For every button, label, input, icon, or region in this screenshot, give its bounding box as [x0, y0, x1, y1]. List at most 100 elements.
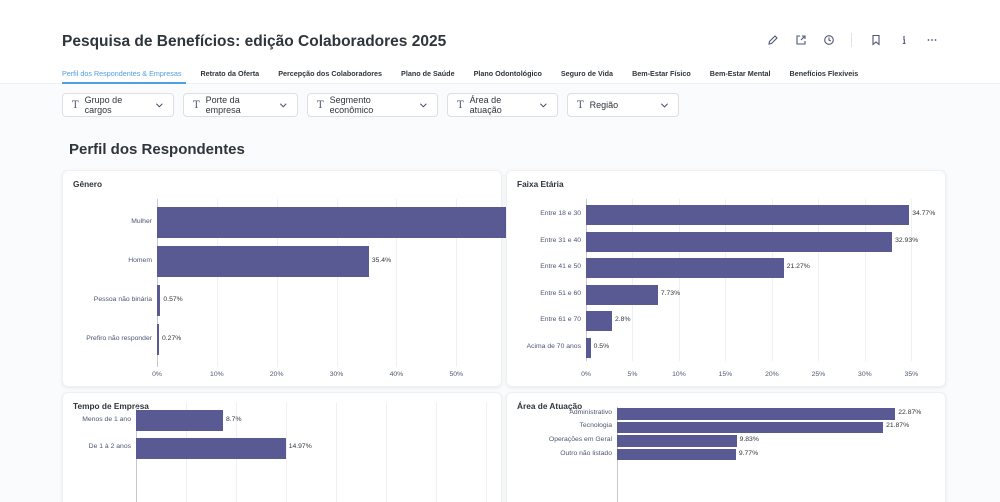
data-label: 9.83% [739, 435, 759, 443]
chart-title: Faixa Etária [517, 179, 564, 189]
bookmark-icon[interactable] [864, 31, 888, 49]
data-label: 8.7% [226, 415, 242, 423]
category-label: Pessoa não binária [93, 295, 152, 303]
category-label: Entre 31 e 40 [540, 236, 581, 244]
bar[interactable] [586, 338, 591, 358]
grid-line [386, 403, 387, 502]
grid-line [911, 199, 913, 361]
filter-bar: T Grupo de cargos T Porte da empresa T S… [62, 93, 679, 117]
chevron-down-icon [540, 102, 548, 108]
chart-card-area-atuacao: Área de Atuação Administrativo 22.87% Tecn… [506, 392, 946, 502]
text-filter-icon: T [317, 99, 324, 111]
filter-regiao[interactable]: T Região [567, 93, 679, 117]
tab-retrato-oferta[interactable]: Retrato da Oferta [200, 69, 260, 78]
filter-porte-empresa[interactable]: T Porte da empresa [183, 93, 298, 117]
bar[interactable] [136, 437, 286, 459]
grid-line [771, 199, 773, 361]
bar[interactable] [586, 311, 613, 332]
category-label: Tecnologia [579, 422, 613, 430]
actions-divider [851, 33, 852, 47]
category-label: Menos de 1 ano [82, 415, 131, 423]
tab-bem-estar-fisico[interactable]: Bem-Estar Físico [632, 69, 691, 78]
tab-plano-odontologico[interactable]: Plano Odontológico [473, 69, 542, 78]
info-icon[interactable] [892, 31, 916, 49]
more-icon[interactable] [920, 31, 944, 49]
chart-card-tempo-empresa: Tempo de Empresa Menos de 1 ano 8.7% De 1 … [62, 392, 502, 502]
filter-label: Porte da empresa [205, 95, 241, 115]
data-label: 9.77% [738, 449, 759, 457]
filter-segmento-economico[interactable]: T Segmento econômico [307, 93, 438, 117]
tab-percepcao-colaboradores[interactable]: Percepção dos Colaboradores [278, 69, 383, 78]
bar[interactable] [157, 246, 369, 277]
x-tick-label: 5% [627, 371, 638, 378]
chart-title: Tempo de Empresa [73, 401, 149, 411]
data-label: 22.87% [898, 408, 922, 416]
category-label: Mulher [131, 217, 152, 225]
filter-label: Grupo de cargos [84, 95, 123, 115]
bar[interactable] [617, 408, 896, 420]
x-tick-label: 40% [389, 371, 404, 378]
x-tick-label: 50% [449, 371, 464, 378]
grid-line [864, 199, 866, 361]
bar[interactable] [586, 205, 910, 225]
grid-line [456, 199, 458, 367]
tab-seguro-vida[interactable]: Seguro de Vida [560, 69, 614, 78]
pencil-icon[interactable] [761, 31, 785, 49]
data-label: 7.73% [660, 289, 681, 297]
category-label: Operações em Geral [548, 435, 612, 443]
category-label: Entre 51 e 60 [540, 289, 581, 297]
section-title: Perfil dos Respondentes [69, 141, 245, 158]
data-label: 14.97% [288, 443, 312, 450]
clock-icon[interactable] [817, 31, 841, 49]
header-actions [757, 31, 944, 49]
tab-perfil-respondentes[interactable]: Perfil dos Respondentes & Empresas [62, 68, 187, 84]
dashboard-title: Pesquisa de Benefícios: edição Colaborad… [62, 33, 447, 50]
grid-line [486, 403, 487, 502]
filter-grupo-cargos[interactable]: T Grupo de cargos [62, 93, 174, 117]
x-tick-label: 0% [581, 371, 591, 378]
x-tick-label: 0% [152, 371, 162, 378]
x-tick-label: 20% [269, 371, 284, 378]
tab-bem-estar-mental[interactable]: Bem-Estar Mental [709, 69, 771, 78]
x-tick-label: 35% [904, 371, 919, 378]
text-filter-icon: T [577, 99, 584, 111]
category-label: Entre 18 e 30 [540, 210, 581, 217]
bar[interactable] [617, 448, 736, 461]
x-tick-label: 30% [858, 371, 872, 378]
text-filter-icon: T [457, 99, 464, 111]
grid-line [396, 199, 398, 367]
bar[interactable] [157, 207, 539, 238]
chevron-down-icon [156, 102, 164, 108]
bar[interactable] [586, 258, 784, 279]
y-axis-line [586, 199, 587, 361]
data-label: 21.27% [786, 263, 810, 271]
bar[interactable] [617, 421, 884, 434]
data-label: 0.57% [163, 295, 183, 303]
bar[interactable] [617, 435, 737, 447]
filter-label: Segmento econômico [329, 95, 374, 115]
bar[interactable] [136, 410, 223, 431]
grid-line [725, 199, 727, 361]
bar[interactable] [586, 284, 658, 305]
filter-label: Região [589, 100, 619, 110]
grid-line [336, 403, 337, 502]
x-tick-label: 25% [811, 371, 826, 378]
bar[interactable] [157, 285, 161, 316]
y-axis-line [157, 199, 158, 367]
share-icon[interactable] [789, 31, 813, 49]
filter-label: Área de atuação [469, 95, 502, 115]
bar[interactable] [586, 231, 893, 252]
data-label: 32.93% [895, 236, 919, 244]
chevron-down-icon [420, 102, 428, 108]
tab-beneficios-flexiveis[interactable]: Benefícios Flexíveis [789, 69, 859, 78]
grid-line [436, 403, 437, 502]
data-label: 0.27% [162, 334, 182, 342]
tab-plano-saude[interactable]: Plano de Saúde [401, 69, 455, 78]
data-label: 35.4% [371, 256, 392, 264]
grid-line [678, 199, 680, 361]
grid-line [632, 199, 634, 361]
grid-line [286, 403, 287, 502]
category-label: Outro não listado [560, 449, 612, 457]
filter-area-atuacao[interactable]: T Área de atuação [447, 93, 558, 117]
bar[interactable] [157, 324, 159, 355]
